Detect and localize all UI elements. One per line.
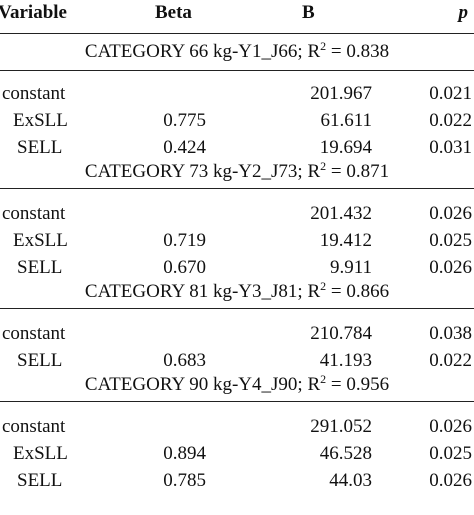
p-value: 0.022 <box>429 350 472 371</box>
beta-value: 0.775 <box>163 110 206 131</box>
p-value: 0.022 <box>429 110 472 131</box>
b-value: 44.03 <box>329 470 372 491</box>
category-row: CATEGORY 73 kg-Y2_J73; R2 = 0.871 <box>0 159 474 183</box>
p-value: 0.026 <box>429 416 472 437</box>
header-cell: Variable <box>0 2 67 23</box>
b-value: 9.911 <box>329 257 372 278</box>
rule <box>0 188 474 189</box>
p-value: 0.026 <box>429 203 472 224</box>
category-label: CATEGORY 73 kg-Y2_J73; R <box>84 161 321 182</box>
superscript: 2 <box>320 372 327 386</box>
p-value: 0.021 <box>429 83 472 104</box>
beta-value: 0.670 <box>163 257 206 278</box>
beta-value: 0.683 <box>163 350 206 371</box>
superscript: 2 <box>320 39 327 53</box>
superscript: 2 <box>320 159 327 173</box>
header-cell: Beta <box>155 2 192 23</box>
category-r2: = 0.956 <box>326 374 390 395</box>
b-value: 19.694 <box>319 137 372 158</box>
b-value: 61.611 <box>320 110 372 131</box>
beta-value: 0.719 <box>163 230 206 251</box>
variable-name: constant <box>2 203 66 224</box>
variable-name: SELL <box>17 470 63 491</box>
variable-name: constant <box>2 416 66 437</box>
p-value: 0.025 <box>429 230 472 251</box>
category-label: CATEGORY 81 kg-Y3_J81; R <box>84 281 321 302</box>
category-label: CATEGORY 66 kg-Y1_J66; R <box>84 41 321 62</box>
b-value: 201.967 <box>310 83 372 104</box>
variable-name: constant <box>2 83 66 104</box>
beta-value: 0.785 <box>163 470 206 491</box>
category-label: CATEGORY 90 kg-Y4_J90; R <box>84 374 321 395</box>
superscript: 2 <box>320 279 327 293</box>
category-row: CATEGORY 90 kg-Y4_J90; R2 = 0.956 <box>0 372 474 396</box>
p-value: 0.038 <box>429 323 472 344</box>
p-value: 0.031 <box>429 137 472 158</box>
category-r2: = 0.871 <box>326 161 390 182</box>
b-value: 210.784 <box>310 323 372 344</box>
variable-name: ExSLL <box>13 230 68 251</box>
b-value: 46.528 <box>319 443 372 464</box>
rule <box>0 33 474 34</box>
variable-name: ExSLL <box>13 110 68 131</box>
variable-name: ExSLL <box>13 443 68 464</box>
p-value: 0.026 <box>429 470 472 491</box>
variable-name: SELL <box>17 257 63 278</box>
beta-value: 0.424 <box>163 137 206 158</box>
b-value: 291.052 <box>310 416 372 437</box>
variable-name: SELL <box>17 137 63 158</box>
rule <box>0 70 474 71</box>
variable-name: SELL <box>17 350 63 371</box>
category-row: CATEGORY 66 kg-Y1_J66; R2 = 0.838 <box>0 39 474 63</box>
rule <box>0 401 474 402</box>
rule <box>0 308 474 309</box>
category-row: CATEGORY 81 kg-Y3_J81; R2 = 0.866 <box>0 279 474 303</box>
beta-value: 0.894 <box>163 443 206 464</box>
variable-name: constant <box>2 323 66 344</box>
p-value: 0.025 <box>429 443 472 464</box>
b-value: 201.432 <box>310 203 372 224</box>
b-value: 41.193 <box>319 350 372 371</box>
header-cell: B <box>302 2 315 23</box>
category-r2: = 0.838 <box>326 41 390 62</box>
p-value: 0.026 <box>429 257 472 278</box>
b-value: 19.412 <box>319 230 372 251</box>
category-r2: = 0.866 <box>326 281 390 302</box>
header-cell: p <box>458 2 469 23</box>
